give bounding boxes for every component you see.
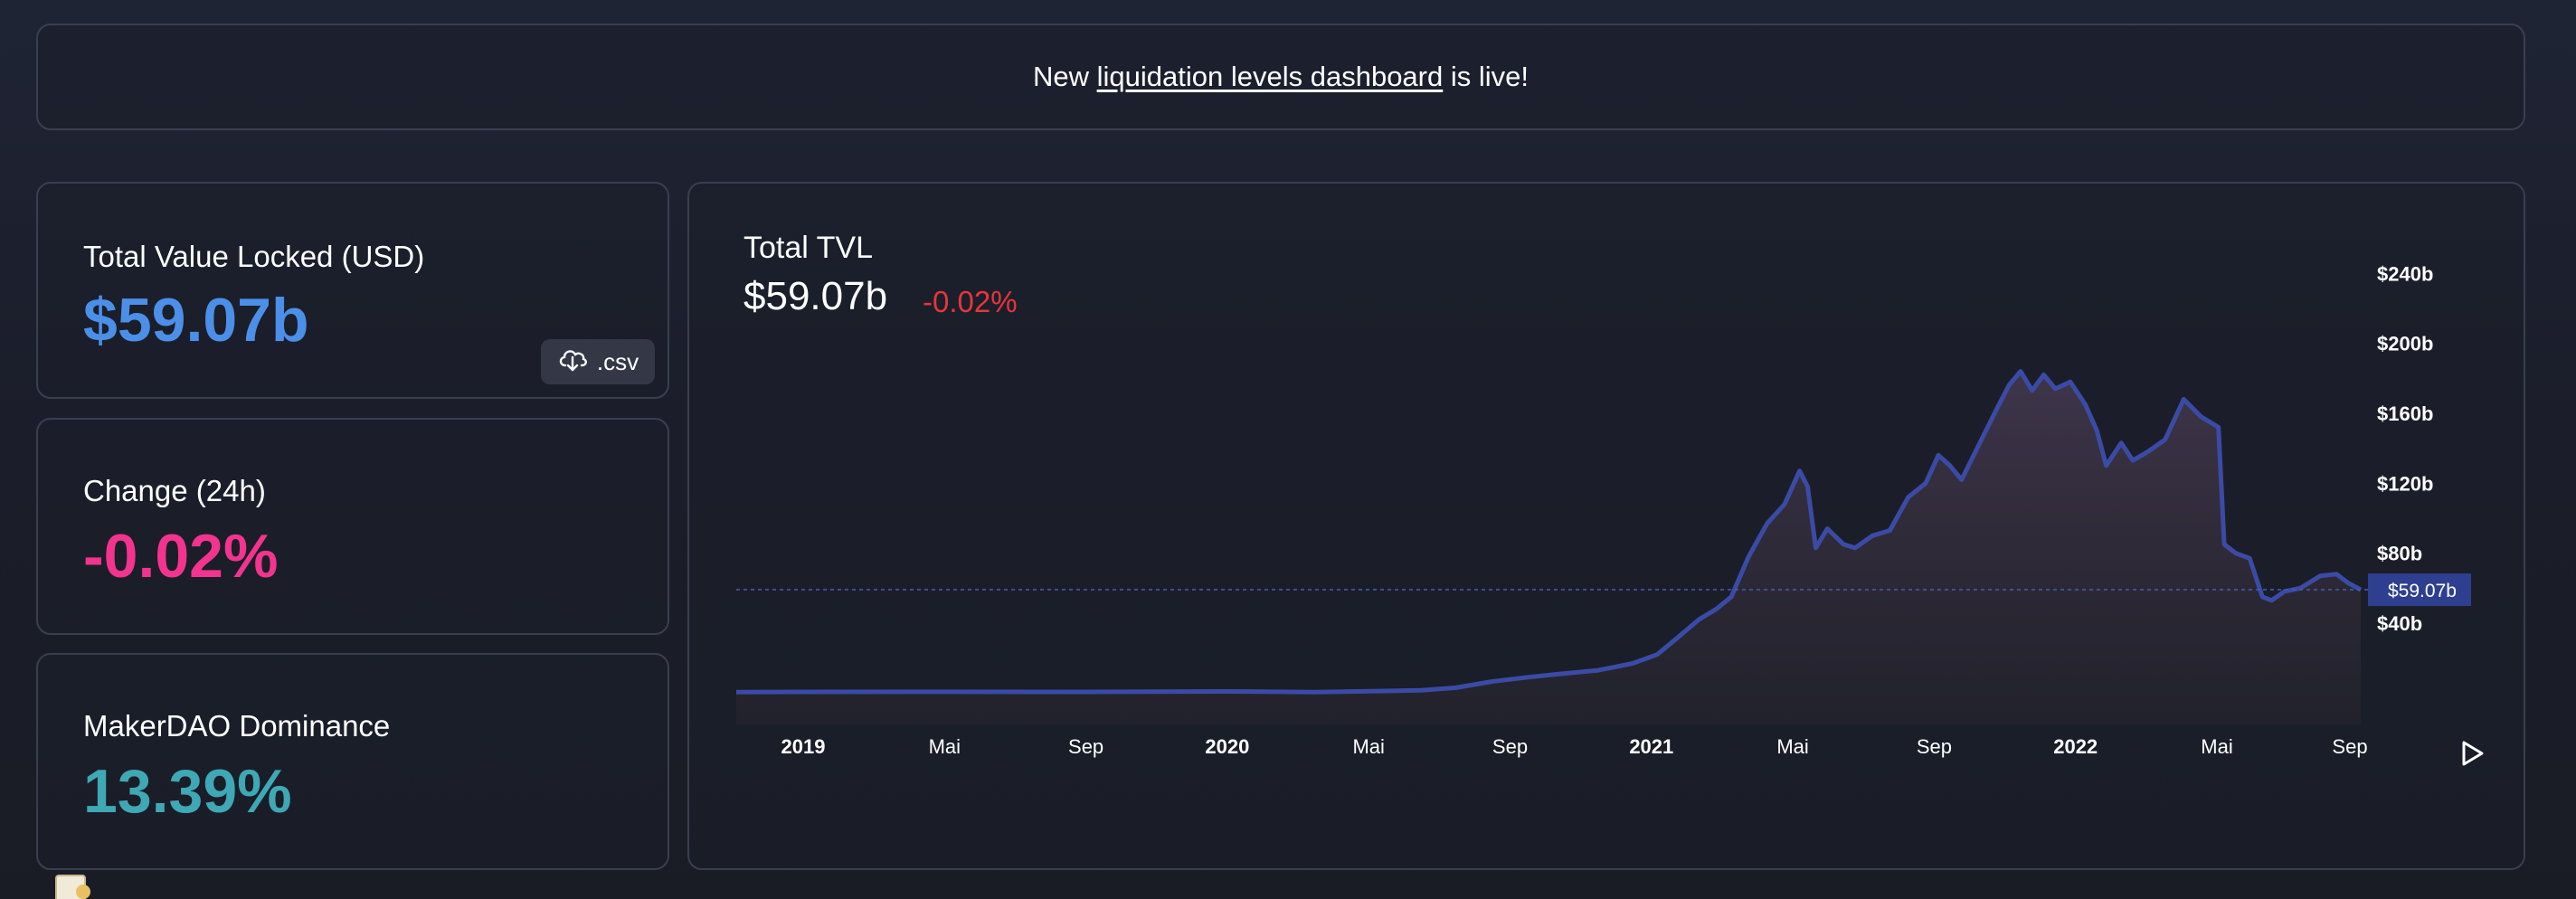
cloud-download-icon	[557, 345, 588, 379]
x-tick-label: Sep	[1068, 735, 1103, 758]
change-value: -0.02%	[83, 522, 279, 591]
change-label: Change (24h)	[83, 474, 266, 507]
tvl-chart[interactable]: $240b $200b $160b $120b $80b $40b $59.07b 201…	[689, 184, 2527, 872]
liquidation-dashboard-link[interactable]: liquidation levels dashboard	[1096, 61, 1444, 92]
x-tick-label: Sep	[1492, 735, 1528, 758]
x-tick-label: Mai	[1352, 735, 1384, 758]
tvl-card: Total Value Locked (USD) $59.07b .csv	[36, 182, 669, 399]
y-tick-label: $80b	[2377, 543, 2422, 565]
change-card: Change (24h) -0.02%	[36, 418, 669, 635]
document-icon	[52, 872, 96, 899]
y-tick-label: $200b	[2377, 333, 2433, 355]
chart-change: -0.02%	[923, 285, 1018, 318]
dominance-label: MakerDAO Dominance	[83, 709, 391, 743]
x-tick-label: Sep	[2332, 735, 2367, 758]
csv-button-label: .csv	[596, 347, 639, 375]
play-icon[interactable]	[2462, 741, 2484, 766]
tvl-label: Total Value Locked (USD)	[83, 240, 425, 273]
current-price-label: $59.07b	[2388, 581, 2457, 601]
x-tick-label: Sep	[1917, 735, 1952, 758]
x-tick-label: 2022	[2053, 735, 2098, 758]
x-tick-label: Mai	[929, 735, 961, 758]
x-tick-label: 2021	[1629, 735, 1673, 758]
current-price-tag: $59.07b	[2368, 573, 2471, 607]
dominance-card: MakerDAO Dominance 13.39%	[36, 653, 669, 870]
x-tick-label: Mai	[2201, 735, 2232, 758]
x-tick-label: 2019	[781, 735, 826, 758]
tvl-value: $59.07b	[83, 286, 309, 355]
dominance-value: 13.39%	[83, 757, 292, 826]
y-tick-label: $160b	[2377, 402, 2433, 425]
y-tick-label: $120b	[2377, 472, 2433, 495]
banner-prefix: New	[1033, 61, 1097, 92]
tvl-line	[735, 369, 2363, 695]
y-tick-label: $40b	[2377, 612, 2422, 635]
x-tick-label: Mai	[1776, 735, 1808, 758]
tvl-chart-card: $240b $200b $160b $120b $80b $40b $59.07b 201…	[687, 182, 2525, 870]
announcement-banner: New liquidation levels dashboard is live…	[36, 24, 2525, 130]
chart-title: Total TVL	[743, 231, 874, 265]
chart-value: $59.07b	[743, 274, 888, 318]
banner-suffix: is live!	[1443, 61, 1529, 92]
download-csv-button[interactable]: .csv	[541, 339, 655, 384]
tvl-area	[736, 371, 2361, 724]
x-tick-label: 2020	[1205, 735, 1249, 758]
y-tick-label: $240b	[2377, 262, 2433, 285]
